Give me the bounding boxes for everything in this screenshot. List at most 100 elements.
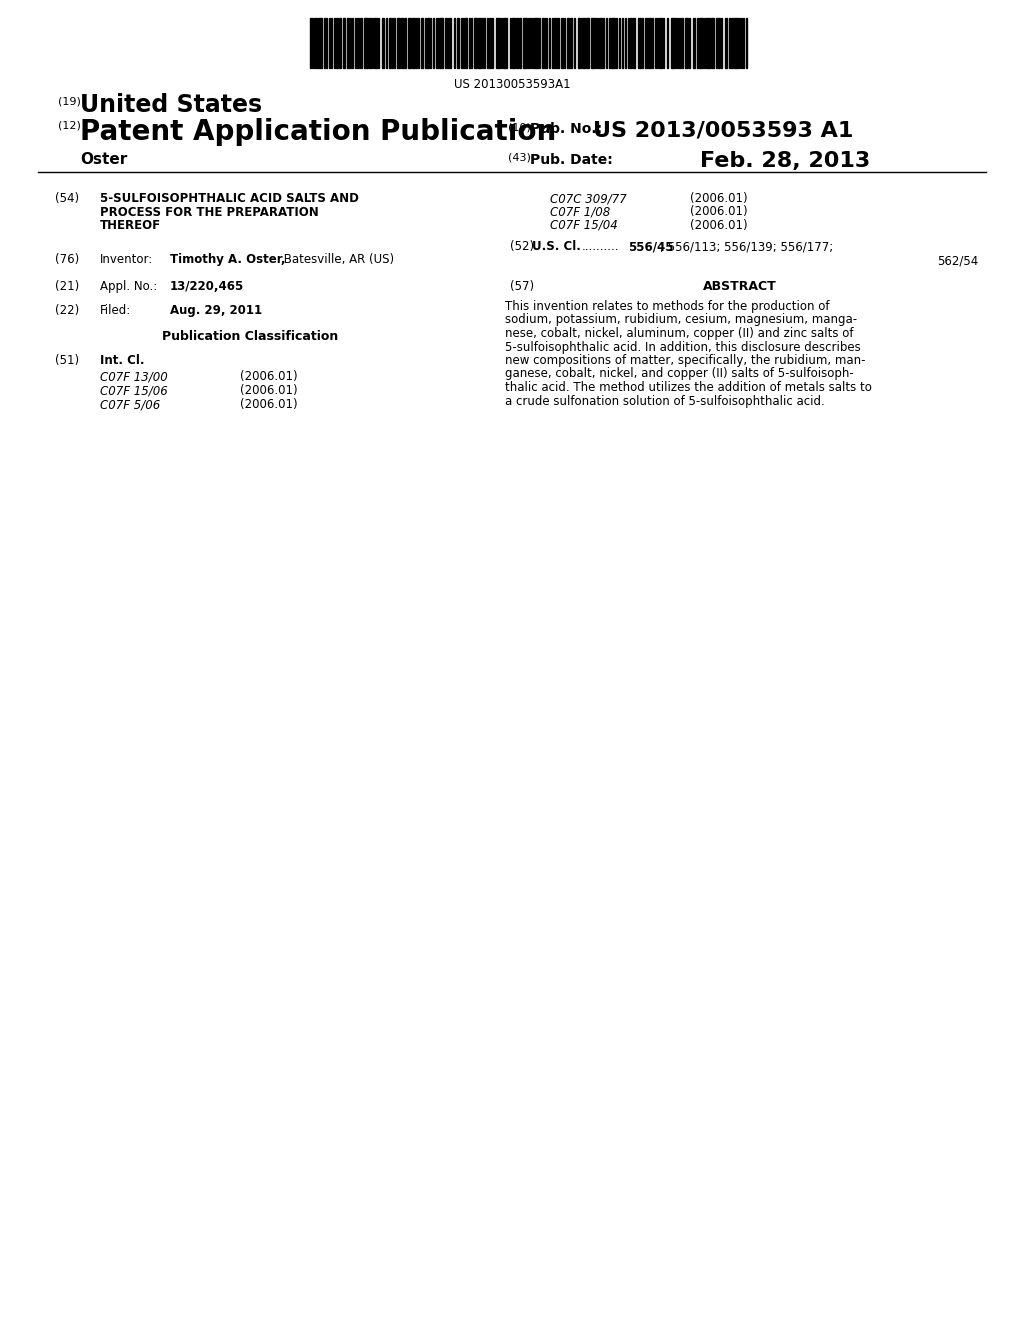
Text: Pub. Date:: Pub. Date:: [530, 153, 612, 168]
Text: Aug. 29, 2011: Aug. 29, 2011: [170, 304, 262, 317]
Text: (2006.01): (2006.01): [690, 191, 748, 205]
Bar: [421, 18, 423, 69]
Text: (22): (22): [55, 304, 79, 317]
Bar: [659, 18, 662, 69]
Text: (57): (57): [510, 280, 535, 293]
Bar: [591, 18, 595, 69]
Bar: [369, 18, 371, 69]
Bar: [567, 18, 569, 69]
Text: C07F 15/06: C07F 15/06: [100, 384, 168, 397]
Bar: [489, 18, 490, 69]
Text: Oster: Oster: [80, 152, 127, 168]
Text: (2006.01): (2006.01): [690, 206, 748, 219]
Bar: [611, 18, 615, 69]
Bar: [364, 18, 368, 69]
Text: (76): (76): [55, 253, 79, 267]
Bar: [557, 18, 559, 69]
Text: nese, cobalt, nickel, aluminum, copper (II) and zinc salts of: nese, cobalt, nickel, aluminum, copper (…: [505, 327, 853, 341]
Text: sodium, potassium, rubidium, cesium, magnesium, manga-: sodium, potassium, rubidium, cesium, mag…: [505, 314, 857, 326]
Bar: [561, 18, 563, 69]
Text: (2006.01): (2006.01): [240, 384, 298, 397]
Text: (52): (52): [510, 240, 535, 253]
Bar: [401, 18, 403, 69]
Text: Appl. No.:: Appl. No.:: [100, 280, 158, 293]
Text: ganese, cobalt, nickel, and copper (II) salts of 5-sulfoisoph-: ganese, cobalt, nickel, and copper (II) …: [505, 367, 854, 380]
Bar: [310, 18, 312, 69]
Bar: [582, 18, 585, 69]
Bar: [693, 18, 695, 69]
Bar: [457, 18, 459, 69]
Text: (10): (10): [508, 121, 530, 132]
Bar: [633, 18, 635, 69]
Text: Inventor:: Inventor:: [100, 253, 154, 267]
Text: C07F 1/08: C07F 1/08: [550, 206, 610, 219]
Bar: [516, 18, 518, 69]
Text: Pub. No.:: Pub. No.:: [530, 121, 602, 136]
Bar: [542, 18, 544, 69]
Bar: [523, 18, 527, 69]
Text: Timothy A. Oster,: Timothy A. Oster,: [170, 253, 286, 267]
Text: (54): (54): [55, 191, 79, 205]
Bar: [725, 18, 727, 69]
Bar: [586, 18, 589, 69]
Bar: [315, 18, 317, 69]
Bar: [343, 18, 345, 69]
Bar: [554, 18, 556, 69]
Bar: [439, 18, 443, 69]
Bar: [512, 18, 515, 69]
Bar: [685, 18, 688, 69]
Text: Batesville, AR (US): Batesville, AR (US): [280, 253, 394, 267]
Text: 562/54: 562/54: [937, 253, 978, 267]
Text: THEREOF: THEREOF: [100, 219, 161, 232]
Bar: [412, 18, 415, 69]
Bar: [545, 18, 547, 69]
Text: PROCESS FOR THE PREPARATION: PROCESS FOR THE PREPARATION: [100, 206, 318, 219]
Text: ..........: ..........: [582, 240, 620, 253]
Text: ABSTRACT: ABSTRACT: [703, 280, 777, 293]
Text: Int. Cl.: Int. Cl.: [100, 354, 144, 367]
Text: C07F 13/00: C07F 13/00: [100, 370, 168, 383]
Bar: [382, 18, 384, 69]
Text: (12): (12): [58, 120, 81, 129]
Bar: [570, 18, 572, 69]
Text: thalic acid. The method utilizes the addition of metals salts to: thalic acid. The method utilizes the add…: [505, 381, 871, 393]
Text: 13/220,465: 13/220,465: [170, 280, 245, 293]
Text: C07C 309/77: C07C 309/77: [550, 191, 627, 205]
Bar: [645, 18, 647, 69]
Bar: [718, 18, 720, 69]
Text: U.S. Cl.: U.S. Cl.: [532, 240, 581, 253]
Bar: [706, 18, 710, 69]
Text: Publication Classification: Publication Classification: [162, 330, 338, 343]
Text: a crude sulfonation solution of 5-sulfoisophthalic acid.: a crude sulfonation solution of 5-sulfoi…: [505, 395, 824, 408]
Bar: [404, 18, 406, 69]
Bar: [397, 18, 400, 69]
Bar: [389, 18, 391, 69]
Bar: [699, 18, 703, 69]
Text: C07F 15/04: C07F 15/04: [550, 219, 617, 232]
Text: new compositions of matter, specifically, the rubidium, man-: new compositions of matter, specifically…: [505, 354, 865, 367]
Text: (19): (19): [58, 96, 81, 106]
Text: US 20130053593A1: US 20130053593A1: [454, 78, 570, 91]
Bar: [503, 18, 507, 69]
Text: (2006.01): (2006.01): [240, 399, 298, 411]
Bar: [671, 18, 675, 69]
Text: United States: United States: [80, 92, 262, 117]
Text: 5-sulfoisophthalic acid. In addition, this disclosure describes: 5-sulfoisophthalic acid. In addition, th…: [505, 341, 861, 354]
Bar: [534, 18, 538, 69]
Bar: [638, 18, 641, 69]
Text: (21): (21): [55, 280, 79, 293]
Bar: [711, 18, 714, 69]
Bar: [339, 18, 341, 69]
Bar: [474, 18, 477, 69]
Text: ; 556/113; 556/139; 556/177;: ; 556/113; 556/139; 556/177;: [660, 240, 834, 253]
Text: 5-SULFOISOPHTHALIC ACID SALTS AND: 5-SULFOISOPHTHALIC ACID SALTS AND: [100, 191, 358, 205]
Text: This invention relates to methods for the production of: This invention relates to methods for th…: [505, 300, 829, 313]
Text: (2006.01): (2006.01): [240, 370, 298, 383]
Text: (43): (43): [508, 153, 530, 162]
Text: Feb. 28, 2013: Feb. 28, 2013: [700, 150, 870, 172]
Bar: [374, 18, 377, 69]
Bar: [578, 18, 581, 69]
Bar: [336, 18, 338, 69]
Bar: [347, 18, 349, 69]
Bar: [731, 18, 733, 69]
